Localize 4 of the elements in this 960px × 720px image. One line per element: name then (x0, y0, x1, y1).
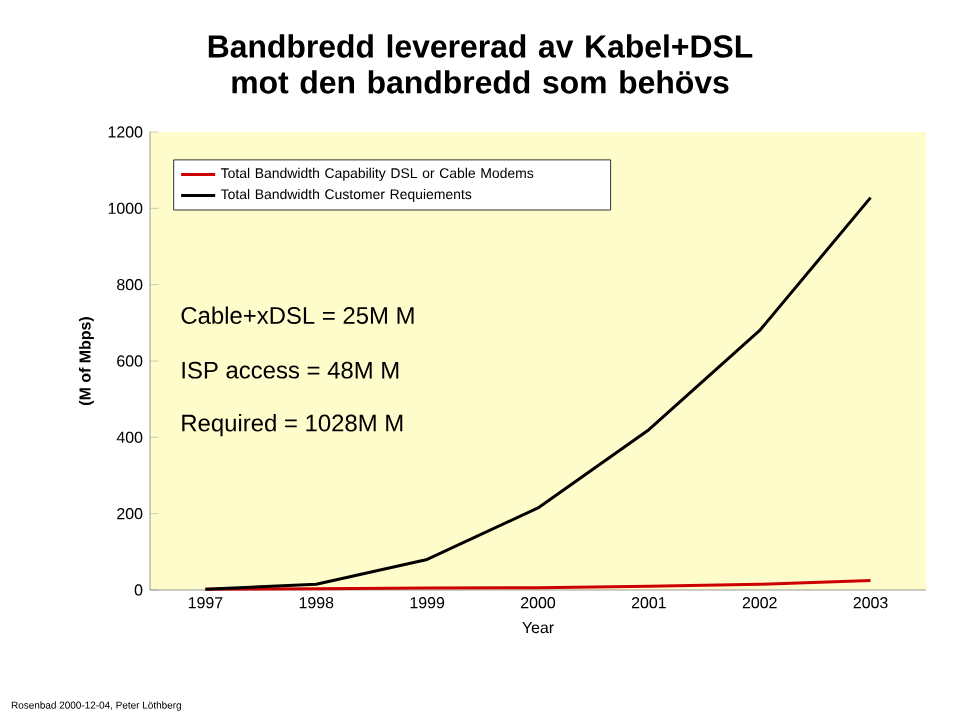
annotation: Cable+xDSL = 25M M (181, 306, 414, 324)
annotation: ISP access = 48M M (182, 361, 399, 379)
chart-title: Bandbredd levererad av Kabel+DSL mot den bandbredd som behövs (208, 34, 753, 94)
annotation: Required = 1028M M (182, 413, 403, 437)
